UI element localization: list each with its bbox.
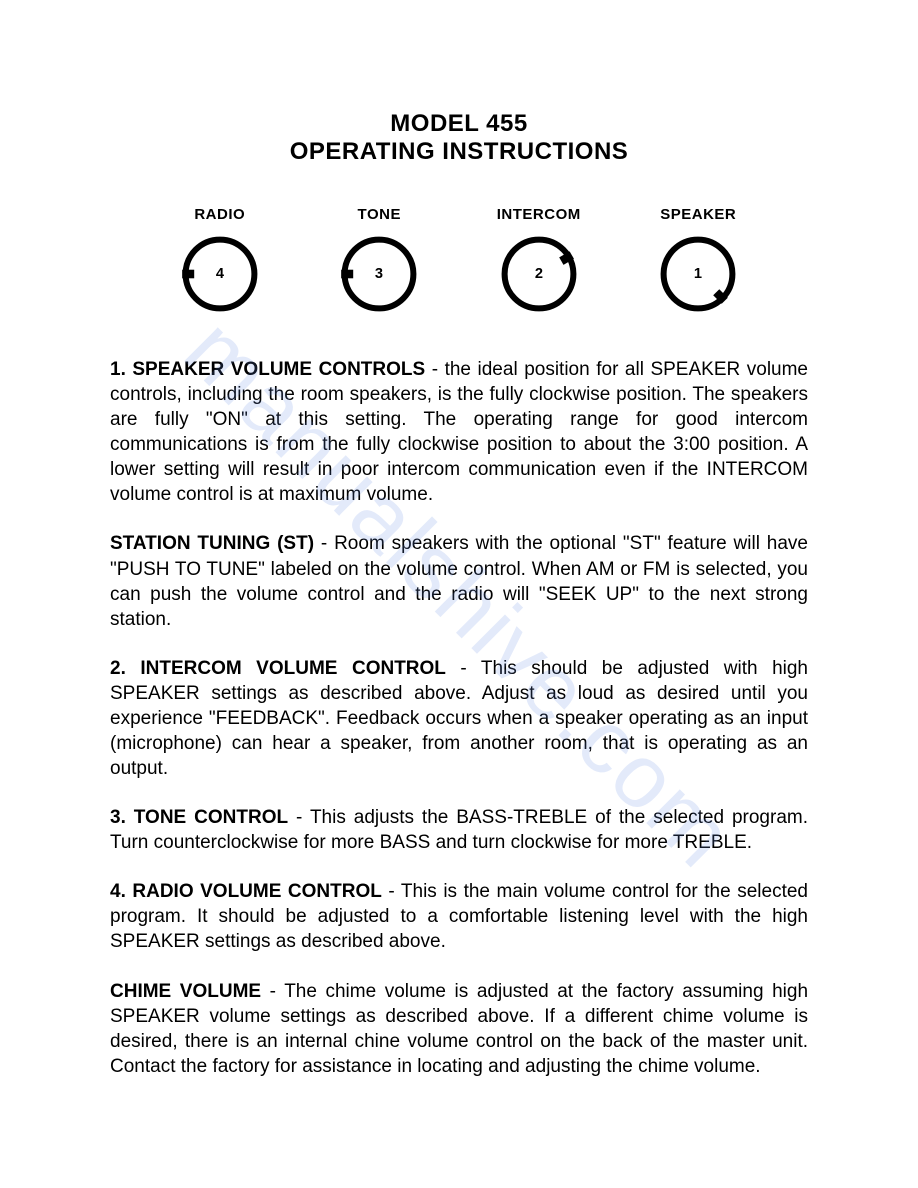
para-lead: CHIME VOLUME xyxy=(110,981,261,1002)
dial-tone-icon: 3 xyxy=(336,231,422,317)
svg-text:3: 3 xyxy=(375,266,383,282)
dial-radio-label: RADIO xyxy=(194,206,245,223)
paragraph-station-tuning: STATION TUNING (ST) - Room speakers with… xyxy=(110,531,808,631)
paragraph-tone-control: 3. TONE CONTROL - This adjusts the BASS-… xyxy=(110,805,808,855)
title-block: MODEL 455 OPERATING INSTRUCTIONS xyxy=(110,110,808,166)
para-lead: 1. SPEAKER VOLUME CONTROLS xyxy=(110,359,425,380)
svg-text:1: 1 xyxy=(694,266,702,282)
paragraph-speaker-volume: 1. SPEAKER VOLUME CONTROLS - the ideal p… xyxy=(110,357,808,507)
para-lead: 2. INTERCOM VOLUME CONTROL xyxy=(110,658,446,679)
para-lead: 3. TONE CONTROL xyxy=(110,807,288,828)
dial-radio: RADIO 4 xyxy=(177,206,263,317)
dial-intercom: INTERCOM 2 xyxy=(496,206,582,317)
paragraph-chime-volume: CHIME VOLUME - The chime volume is adjus… xyxy=(110,979,808,1079)
dial-speaker-icon: 1 xyxy=(655,231,741,317)
dial-speaker: SPEAKER 1 xyxy=(655,206,741,317)
dial-intercom-icon: 2 xyxy=(496,231,582,317)
para-lead: STATION TUNING (ST) xyxy=(110,533,314,554)
title-line-1: MODEL 455 xyxy=(110,110,808,138)
dials-row: RADIO 4 TONE 3 INTERCOM 2 SPEAKER 1 xyxy=(140,206,778,317)
svg-text:4: 4 xyxy=(216,266,225,282)
svg-text:2: 2 xyxy=(535,266,543,282)
paragraph-radio-volume: 4. RADIO VOLUME CONTROL - This is the ma… xyxy=(110,879,808,954)
dial-intercom-label: INTERCOM xyxy=(497,206,581,223)
dial-radio-icon: 4 xyxy=(177,231,263,317)
title-line-2: OPERATING INSTRUCTIONS xyxy=(110,138,808,166)
para-lead: 4. RADIO VOLUME CONTROL xyxy=(110,881,382,902)
para-body: - the ideal position for all SPEAKER vol… xyxy=(110,359,808,505)
dial-speaker-label: SPEAKER xyxy=(660,206,736,223)
dial-tone: TONE 3 xyxy=(336,206,422,317)
paragraph-intercom-volume: 2. INTERCOM VOLUME CONTROL - This should… xyxy=(110,656,808,781)
dial-tone-label: TONE xyxy=(358,206,401,223)
